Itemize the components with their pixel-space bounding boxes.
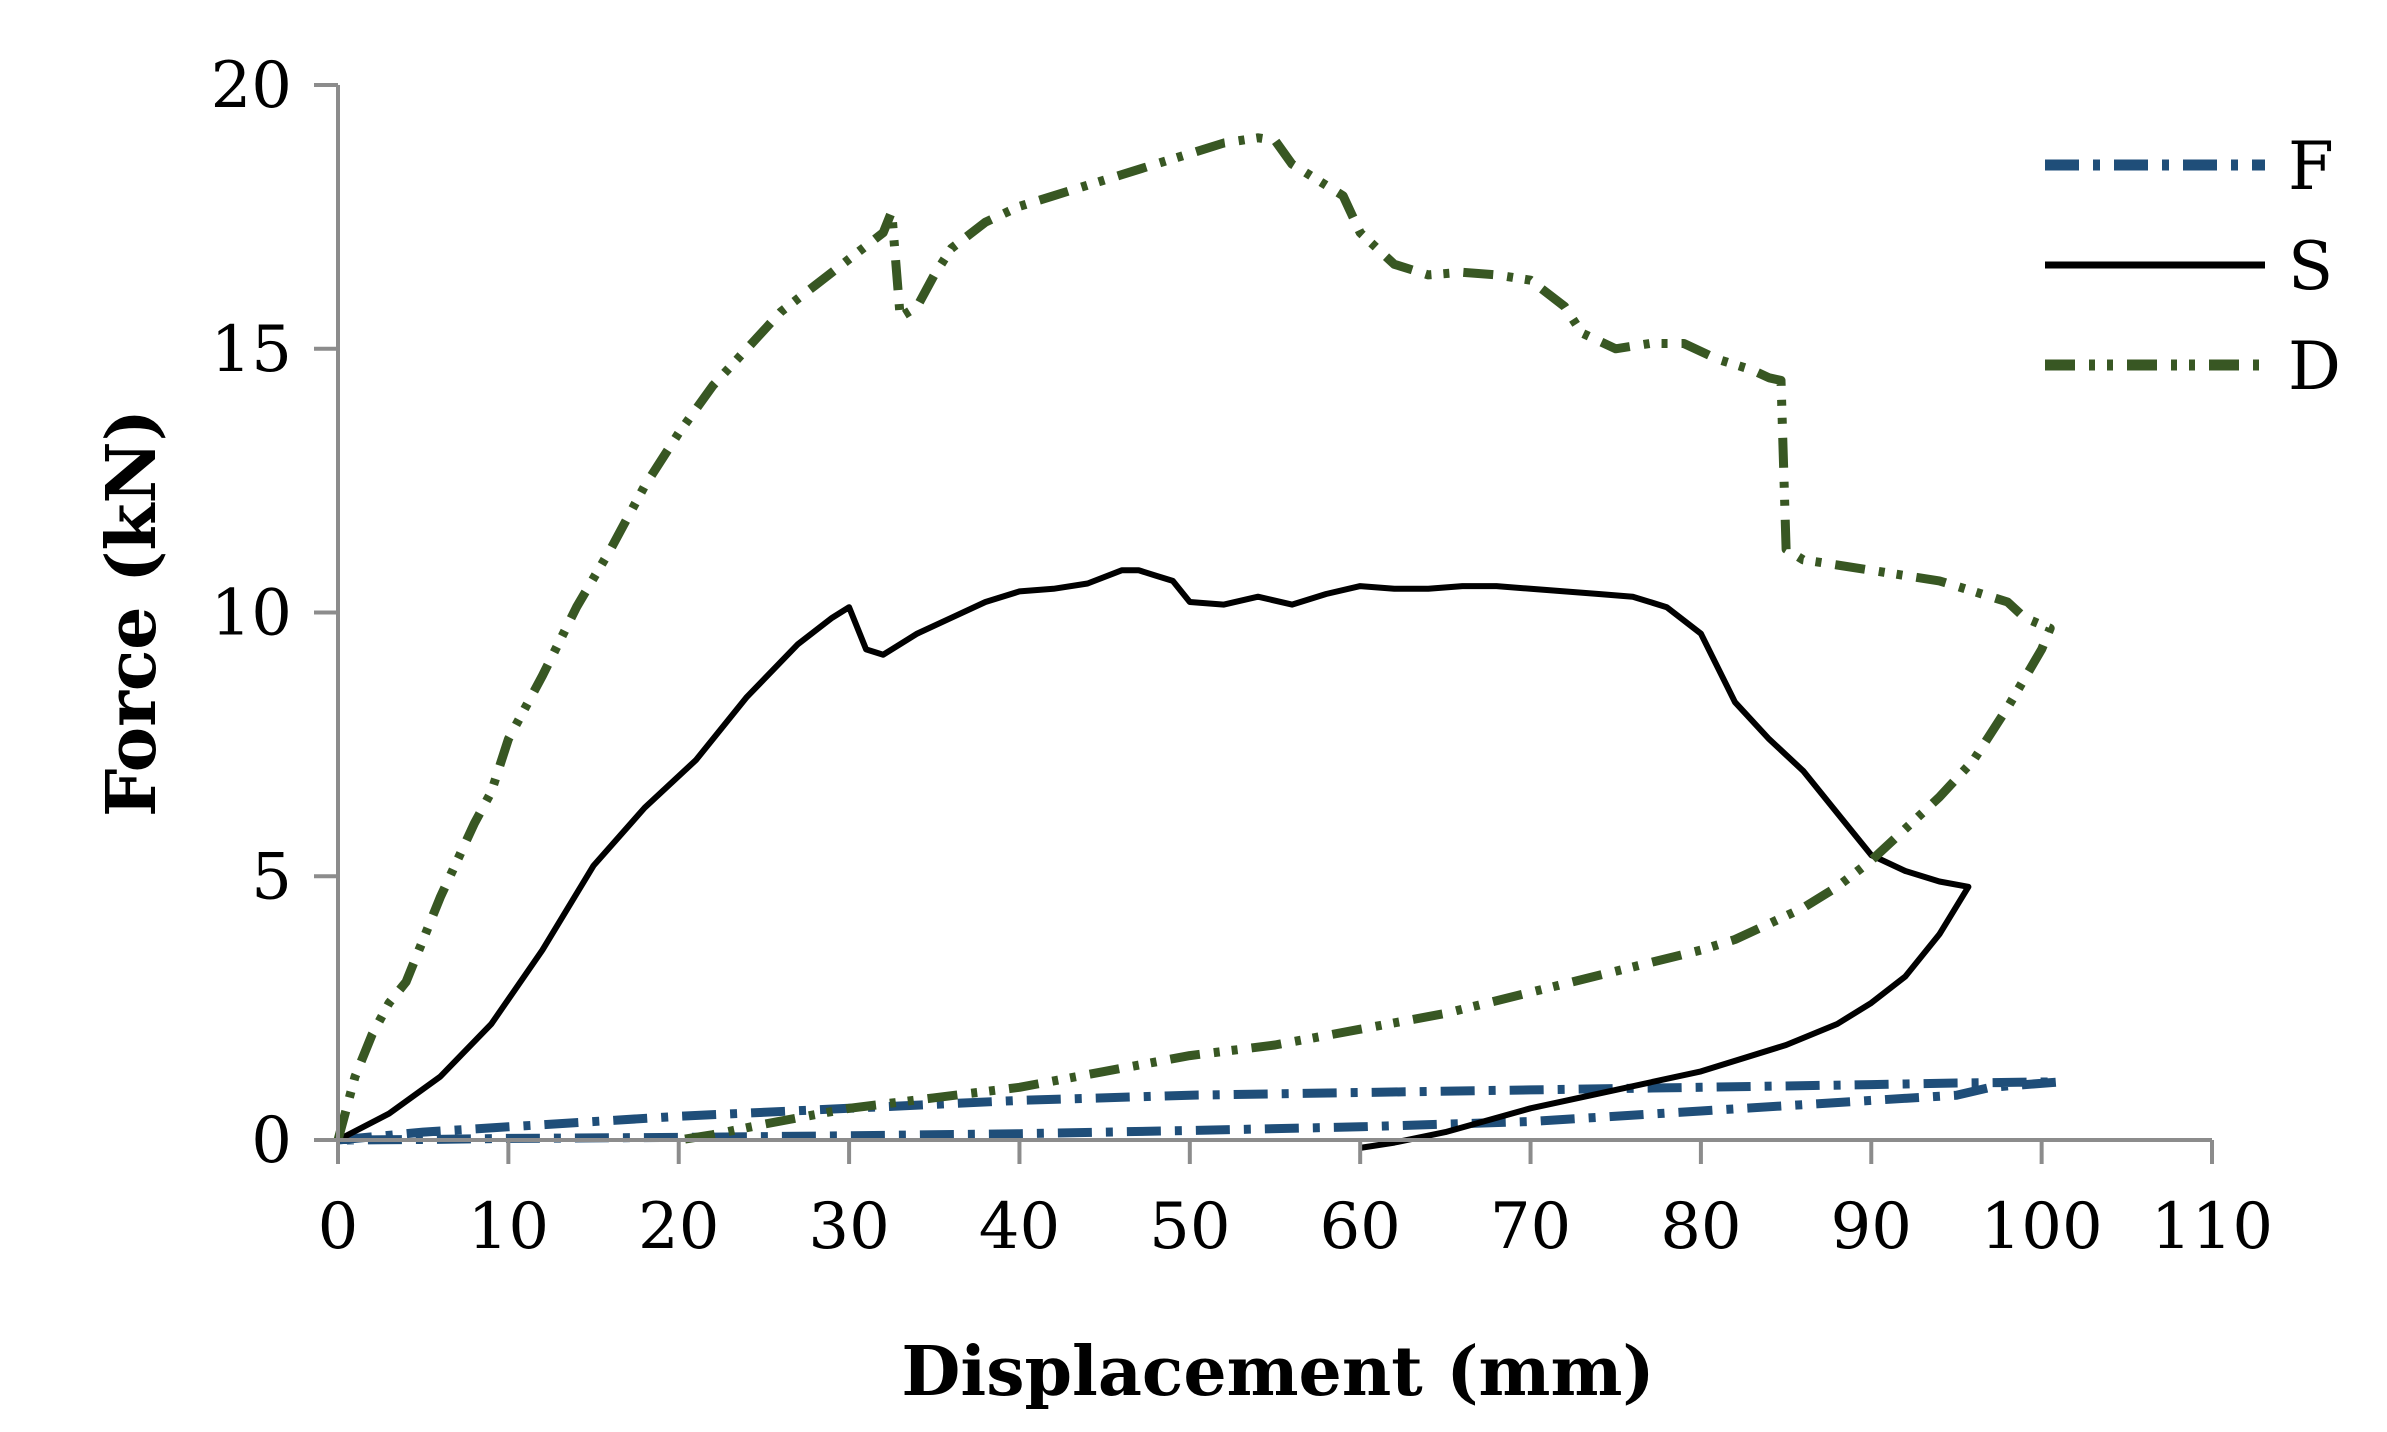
x-tick-label: 90 bbox=[1831, 1190, 1912, 1264]
x-tick-label: 10 bbox=[468, 1190, 549, 1264]
series-line-S bbox=[336, 567, 1972, 1151]
x-tick-label: 40 bbox=[979, 1190, 1060, 1264]
x-tick-label: 110 bbox=[2151, 1190, 2273, 1264]
x-tick-label: 30 bbox=[808, 1190, 889, 1264]
y-tick-label: 10 bbox=[211, 577, 292, 651]
x-tick-label: 100 bbox=[1981, 1190, 2103, 1264]
series-line-F bbox=[337, 1077, 2064, 1145]
y-ticks: 0 5 10 15 20 bbox=[211, 49, 338, 1178]
legend-label-F: F bbox=[2288, 128, 2334, 205]
axes bbox=[336, 85, 2212, 1142]
legend: FSD bbox=[2045, 128, 2341, 405]
y-tick-label: 15 bbox=[211, 313, 292, 387]
x-tick-label: 80 bbox=[1660, 1190, 1741, 1264]
x-tick-label: 0 bbox=[318, 1190, 359, 1264]
x-tick-label: 50 bbox=[1149, 1190, 1230, 1264]
y-tick-label: 0 bbox=[251, 1104, 292, 1178]
legend-label-S: S bbox=[2288, 228, 2333, 305]
series-lines bbox=[333, 133, 2064, 1151]
y-axis-title: Force (kN) bbox=[92, 409, 172, 817]
x-tick-label: 70 bbox=[1490, 1190, 1571, 1264]
y-tick-label: 20 bbox=[211, 49, 292, 123]
y-tick-label: 5 bbox=[251, 840, 292, 914]
legend-label-D: D bbox=[2288, 328, 2341, 405]
x-tick-label: 60 bbox=[1319, 1190, 1400, 1264]
x-ticks: 0 10 20 30 40 50 60 70 80 90 100 110 bbox=[318, 1140, 2273, 1264]
x-axis-title: Displacement (mm) bbox=[901, 1332, 1654, 1412]
series-line-D bbox=[333, 133, 2055, 1145]
x-tick-label: 20 bbox=[638, 1190, 719, 1264]
